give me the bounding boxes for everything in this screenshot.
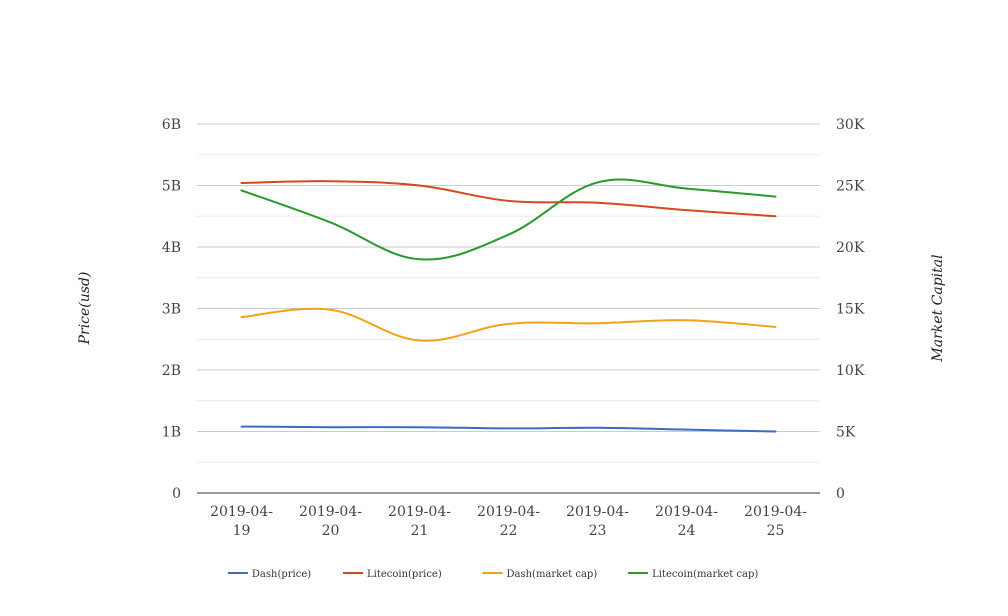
x-axis: 2019-04-19 2019-04-20 2019-04-21 2019-04-22… [210, 504, 807, 539]
left-tick-label: 1B [162, 425, 181, 441]
right-tick-label: 5K [836, 425, 856, 441]
right-tick-label: 20K [836, 240, 865, 256]
right-tick-label: 0 [836, 486, 845, 502]
legend-item-litecoin-market-cap[interactable]: Litecoin(market cap) [628, 569, 758, 580]
left-tick-label: 5B [162, 179, 181, 195]
legend-label: Dash(price) [252, 569, 311, 580]
right-tick-label: 30K [836, 117, 865, 133]
legend-label: Dash(market cap) [507, 569, 598, 580]
legend-item-litecoin-price[interactable]: Litecoin(price) [343, 569, 442, 580]
legend: Dash(price) Litecoin(price) Dash(market ca… [227, 569, 758, 580]
legend-label: Litecoin(price) [367, 569, 442, 580]
left-tick-label: 2B [162, 363, 181, 379]
series-line-litecoin-price [240, 180, 777, 218]
left-axis-title: Price(usd) [77, 272, 93, 346]
x-tick-label: 2019-04-22 [477, 504, 540, 539]
x-tick-label: 2019-04-25 [744, 504, 807, 539]
x-tick-label: 2019-04-21 [388, 504, 451, 539]
right-axis-title: Market Capital [930, 254, 946, 362]
right-tick-label: 10K [836, 363, 865, 379]
left-tick-label: 4B [162, 240, 181, 256]
left-tick-label: 0 [172, 486, 181, 502]
right-tick-label: 25K [836, 179, 865, 195]
series-line-dash-price [240, 425, 777, 433]
legend-label: Litecoin(market cap) [652, 569, 758, 580]
legend-item-dash-price[interactable]: Dash(price) [227, 569, 311, 580]
right-tick-label: 15K [836, 302, 865, 318]
right-axis: 0 5K 10K 15K 20K 25K 30K [836, 117, 865, 502]
x-tick-label: 2019-04-24 [655, 504, 718, 539]
left-tick-label: 3B [162, 302, 181, 318]
x-tick-label: 2019-04-19 [210, 504, 273, 539]
x-tick-label: 2019-04-20 [299, 504, 362, 539]
series-lines [240, 178, 777, 433]
series-line-litecoin-market-cap [240, 178, 777, 261]
series-line-dash-market-cap [240, 307, 777, 342]
legend-item-dash-market-cap[interactable]: Dash(market cap) [482, 569, 598, 580]
left-axis: 0 1B 2B 3B 4B 5B 6B [162, 117, 181, 502]
grid-lines [197, 123, 820, 494]
left-tick-label: 6B [162, 117, 181, 133]
x-tick-label: 2019-04-23 [566, 504, 629, 539]
